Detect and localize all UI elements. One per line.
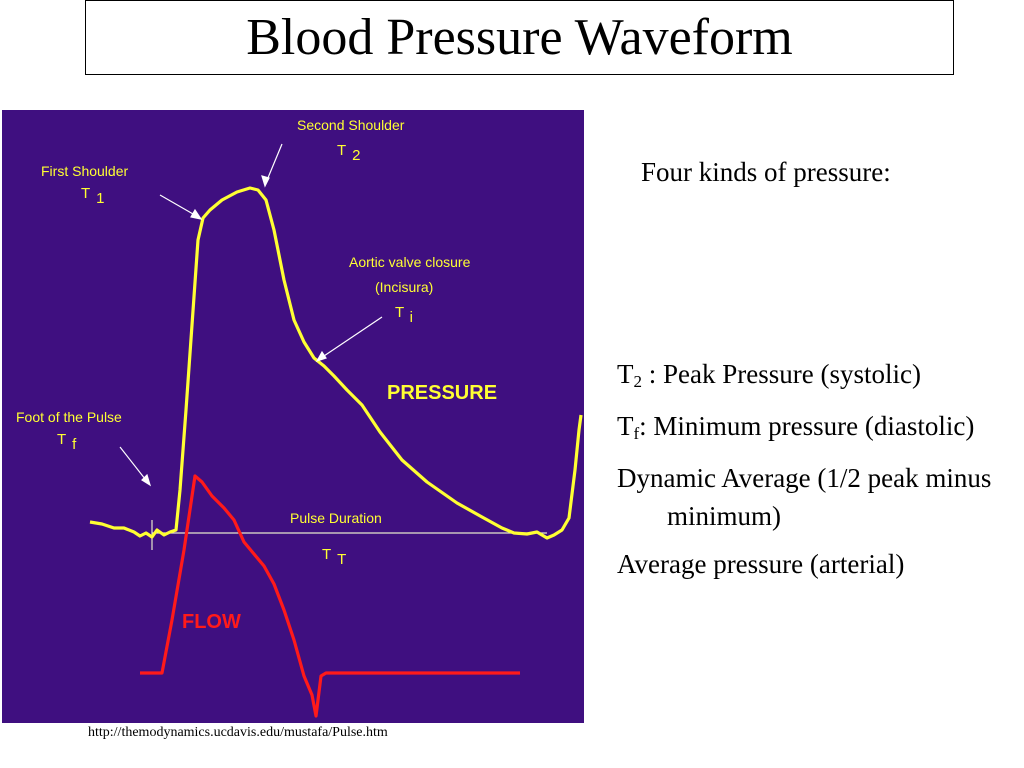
symbol-base: T — [617, 359, 634, 389]
foot-label: Foot of the Pulse — [16, 409, 122, 425]
first-shoulder-label: First Shoulder — [41, 163, 128, 179]
item-text: Dynamic Average (1/2 peak minus minimum) — [617, 463, 992, 531]
list-item-peak-pressure: T2 : Peak Pressure (systolic) — [617, 355, 1017, 397]
incisura-label: (Incisura) — [375, 279, 433, 295]
source-url: http://themodynamics.ucdavis.edu/mustafa… — [88, 725, 388, 740]
incisura-arrow — [317, 316, 383, 361]
slide-title: Blood Pressure Waveform — [246, 8, 793, 66]
figure-background — [2, 110, 584, 723]
flow-waveform — [140, 474, 520, 718]
second-shoulder-arrowhead — [261, 175, 270, 188]
pressure-kinds-heading: Four kinds of pressure: — [641, 157, 891, 187]
symbol-sub: f — [633, 424, 640, 443]
item-text: : Minimum pressure (diastolic) — [639, 411, 975, 441]
pressure-waveform — [89, 186, 583, 540]
item-text: : Peak Pressure (systolic) — [642, 359, 921, 389]
symbol-base: T — [617, 411, 634, 441]
list-item-minimum-pressure: Tf: Minimum pressure (diastolic) — [617, 407, 1017, 449]
pressure-kinds-list: T2 : Peak Pressure (systolic) Tf: Minimu… — [617, 355, 1017, 593]
aortic-valve-label: Aortic valve closure — [349, 254, 471, 270]
pulse-duration-label: Pulse Duration — [290, 510, 382, 526]
incisura-arrowhead — [315, 350, 327, 363]
symbol-sub: 2 — [633, 372, 643, 391]
foot-arrowhead — [141, 473, 152, 487]
flow-label: FLOW — [182, 611, 241, 633]
pressure-label: PRESSURE — [387, 382, 497, 404]
list-item-average-pressure: Average pressure (arterial) — [617, 545, 1017, 583]
list-item-dynamic-average: Dynamic Average (1/2 peak minus minimum) — [617, 459, 1017, 535]
second-shoulder-label: Second Shoulder — [297, 117, 405, 133]
item-text: Average pressure (arterial) — [617, 549, 905, 579]
title-box: Blood Pressure Waveform — [85, 0, 954, 75]
first-shoulder-arrowhead — [190, 208, 203, 220]
